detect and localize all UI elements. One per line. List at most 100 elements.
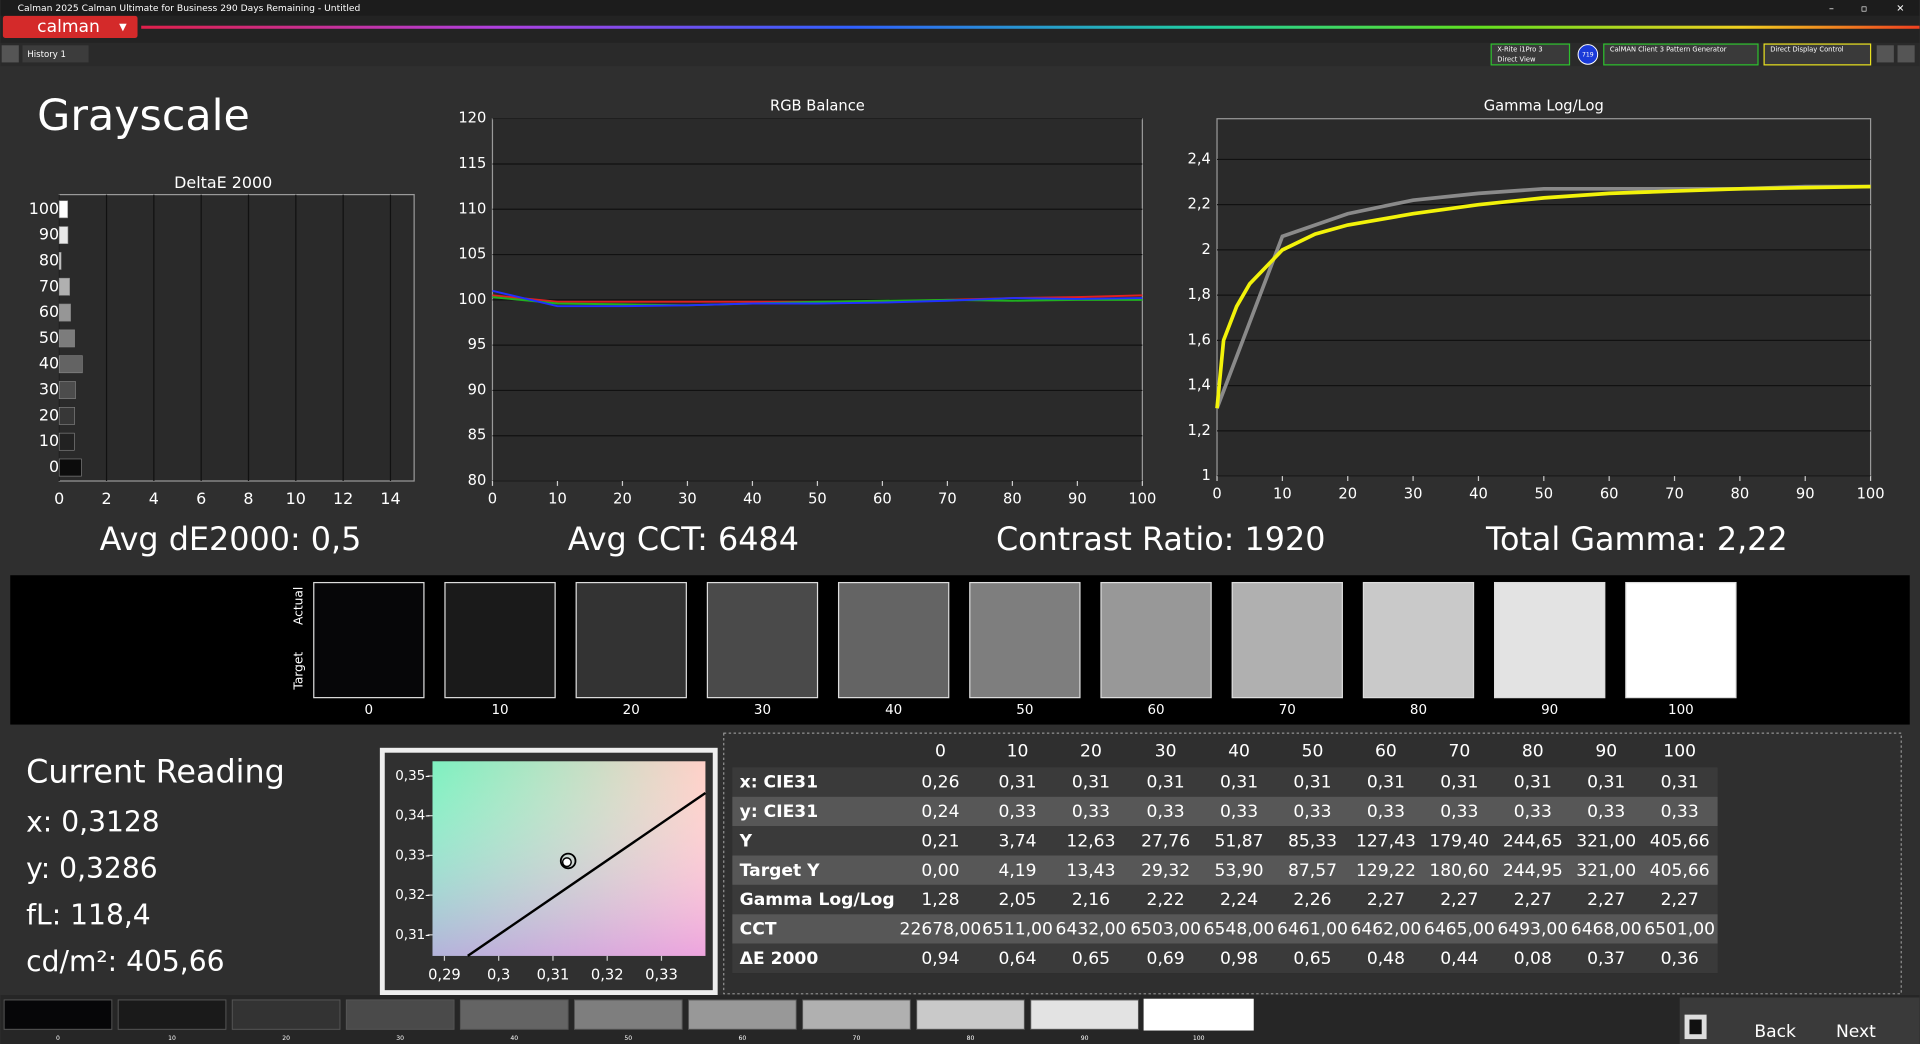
minimize-button[interactable]: – xyxy=(1829,4,1834,15)
table-cell: 2,27 xyxy=(1661,890,1699,910)
step-label: 50 xyxy=(624,1035,632,1042)
window-title: Calman 2025 Calman Ultimate for Business… xyxy=(18,3,361,14)
history-toggle[interactable] xyxy=(1,45,19,63)
history-tab[interactable] xyxy=(22,45,89,63)
series-line xyxy=(1215,184,1871,409)
table-cell: 2,26 xyxy=(1293,890,1331,910)
bar xyxy=(58,458,82,477)
help-button[interactable] xyxy=(1897,45,1915,63)
step-swatch[interactable] xyxy=(573,999,683,1030)
step-label: 20 xyxy=(282,1035,290,1042)
step-swatch[interactable] xyxy=(345,999,455,1030)
y-tick-label: 70 xyxy=(39,276,59,295)
step-swatch[interactable] xyxy=(231,999,341,1030)
swatch xyxy=(1625,581,1737,699)
swatch-label: 70 xyxy=(1279,703,1296,718)
reading-point xyxy=(561,857,572,868)
y-tick-label: 0,35- xyxy=(395,769,430,784)
table-header: 90 xyxy=(1595,741,1617,761)
y-tick-label: 80 xyxy=(39,250,59,269)
swatch-label: 40 xyxy=(885,703,902,718)
back-button[interactable]: Back xyxy=(1754,1022,1796,1042)
table-cell: 0,33 xyxy=(1220,802,1258,822)
display-select[interactable] xyxy=(1763,43,1872,66)
logo-caret: ▼ xyxy=(119,22,127,33)
stat-value: Contrast Ratio: 1920 xyxy=(996,520,1326,558)
step-label: 70 xyxy=(853,1035,861,1042)
step-swatch[interactable] xyxy=(688,999,797,1030)
table-cell: 0,31 xyxy=(1072,773,1110,793)
swatch xyxy=(1362,581,1475,699)
table-cell: 129,22 xyxy=(1356,861,1416,881)
x-tick-label: 50 xyxy=(808,490,827,507)
next-button[interactable]: Next xyxy=(1836,1022,1876,1042)
step-swatch[interactable] xyxy=(459,999,569,1030)
table-row xyxy=(732,826,1718,856)
swatch-label: 30 xyxy=(754,703,771,718)
table-cell: 13,43 xyxy=(1066,861,1115,881)
target-ring xyxy=(559,852,577,870)
table-cell: 0,31 xyxy=(1147,773,1185,793)
bar xyxy=(58,277,70,296)
swatch xyxy=(969,581,1081,699)
bar xyxy=(58,303,71,322)
x-tick-label: 100 xyxy=(1857,485,1885,502)
close-button[interactable]: ✕ xyxy=(1896,4,1904,15)
table-cell: 12,63 xyxy=(1066,831,1115,851)
table-cell: 6432,00 xyxy=(1056,920,1127,940)
table-cell: 6511,00 xyxy=(982,920,1053,940)
generator-select[interactable] xyxy=(1603,43,1759,66)
nav-panel xyxy=(1679,997,1920,1044)
step-label: 0 xyxy=(56,1035,60,1042)
swatch-label: 0 xyxy=(365,703,374,718)
table-cell: 0,33 xyxy=(1072,802,1110,822)
y-tick-label: 1,6 xyxy=(1188,331,1211,348)
table-cell: 179,40 xyxy=(1429,831,1489,851)
settings-button[interactable] xyxy=(1876,45,1894,63)
step-swatch[interactable] xyxy=(802,999,911,1030)
reading-line: y: 0,3286 xyxy=(26,852,158,885)
table-cell: 27,76 xyxy=(1141,831,1190,851)
table-row xyxy=(732,855,1718,885)
logo-button[interactable] xyxy=(2,15,138,38)
table-cell: 244,95 xyxy=(1503,861,1563,881)
y-tick-label: 1,2 xyxy=(1188,422,1211,439)
swatch xyxy=(1100,581,1212,699)
meter-select[interactable] xyxy=(1490,43,1571,66)
table-cell: 0,33 xyxy=(1661,802,1699,822)
table-header: 80 xyxy=(1522,741,1544,761)
step-swatch[interactable] xyxy=(1143,998,1254,1031)
x-tick-label: 6 xyxy=(196,489,206,508)
x-tick-label: 14 xyxy=(380,489,400,508)
toolbar xyxy=(0,42,1920,67)
bar xyxy=(58,381,76,399)
bottom-swatches: 0 10 20 30 40 50 60 70 80 90 100 xyxy=(3,998,1254,1042)
row-label: Y xyxy=(739,831,753,851)
x-tick-label: 100 xyxy=(1128,490,1156,507)
planckian-locus xyxy=(467,792,707,957)
meter-badge[interactable] xyxy=(1577,44,1599,65)
swatch-label: 100 xyxy=(1668,703,1694,718)
table-cell: 0,33 xyxy=(1514,802,1552,822)
series-line xyxy=(492,289,1143,308)
swatch xyxy=(706,581,819,699)
step-swatch[interactable] xyxy=(916,999,1025,1030)
step-swatch[interactable] xyxy=(117,999,227,1030)
y-tick-label: 2 xyxy=(1202,241,1211,258)
data-table: 0 10 20 30 40 50 60 70 80 90 100 x: CIE31 0,26 0,31 0,… xyxy=(732,741,1718,974)
x-tick-label: 60 xyxy=(1600,485,1619,502)
swatch xyxy=(444,581,556,699)
y-tick-label: 0,33- xyxy=(395,848,430,863)
table-cell: 53,90 xyxy=(1215,861,1264,881)
step-swatch[interactable] xyxy=(1030,999,1139,1030)
x-tick-label: 0,32 xyxy=(591,966,624,983)
table-header: 40 xyxy=(1228,741,1250,761)
maximize-button[interactable]: ▫ xyxy=(1861,4,1868,15)
step-swatch[interactable] xyxy=(3,999,113,1030)
table-cell: 6462,00 xyxy=(1351,920,1422,940)
table-cell: 0,31 xyxy=(1293,773,1331,793)
table-header: 30 xyxy=(1155,741,1177,761)
